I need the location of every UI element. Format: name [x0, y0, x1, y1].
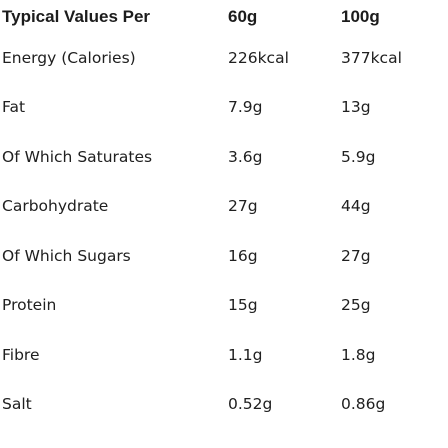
nutrient-name: Protein [2, 296, 57, 315]
nutrient-name: Of Which Sugars [2, 246, 131, 265]
value-per-100g: 13g [341, 98, 371, 117]
table-row-carbohydrate: Carbohydrate 27g 44g [0, 182, 448, 232]
nutrient-name: Fibre [2, 345, 40, 364]
table-row-salt: Salt 0.52g 0.86g [0, 380, 448, 430]
value-per-100g: 5.9g [341, 147, 376, 166]
value-per-100g: 0.86g [341, 395, 386, 414]
value-per-100g: 377kcal [341, 48, 402, 67]
value-per-60g: 1.1g [228, 345, 263, 364]
value-per-100g: 25g [341, 296, 371, 315]
value-per-100g: 1.8g [341, 345, 376, 364]
header-label: Typical Values Per [2, 6, 151, 26]
nutrient-name: Fat [2, 98, 26, 117]
nutrient-name: Energy (Calories) [2, 48, 136, 67]
value-per-60g: 27g [228, 197, 258, 216]
value-per-60g: 226kcal [228, 48, 289, 67]
table-row-saturates: Of Which Saturates 3.6g 5.9g [0, 132, 448, 182]
value-per-100g: 44g [341, 197, 371, 216]
value-per-60g: 3.6g [228, 147, 263, 166]
header-row: Typical Values Per 60g 100g [0, 0, 448, 33]
table-row-fibre: Fibre 1.1g 1.8g [0, 330, 448, 380]
nutrient-name: Of Which Saturates [2, 147, 153, 166]
table-row-fat: Fat 7.9g 13g [0, 83, 448, 133]
table-row-sugars: Of Which Sugars 16g 27g [0, 231, 448, 281]
table-row-energy: Energy (Calories) 226kcal 377kcal [0, 33, 448, 83]
value-per-60g: 0.52g [228, 395, 273, 414]
value-per-60g: 16g [228, 246, 258, 265]
nutrient-name: Salt [2, 395, 32, 414]
value-per-60g: 15g [228, 296, 258, 315]
table-row-protein: Protein 15g 25g [0, 281, 448, 331]
header-per-60g: 60g [228, 6, 258, 26]
value-per-60g: 7.9g [228, 98, 263, 117]
nutrition-table: Typical Values Per 60g 100g Energy (Calo… [0, 0, 448, 430]
value-per-100g: 27g [341, 246, 371, 265]
header-per-100g: 100g [341, 6, 380, 26]
nutrient-name: Carbohydrate [2, 197, 109, 216]
